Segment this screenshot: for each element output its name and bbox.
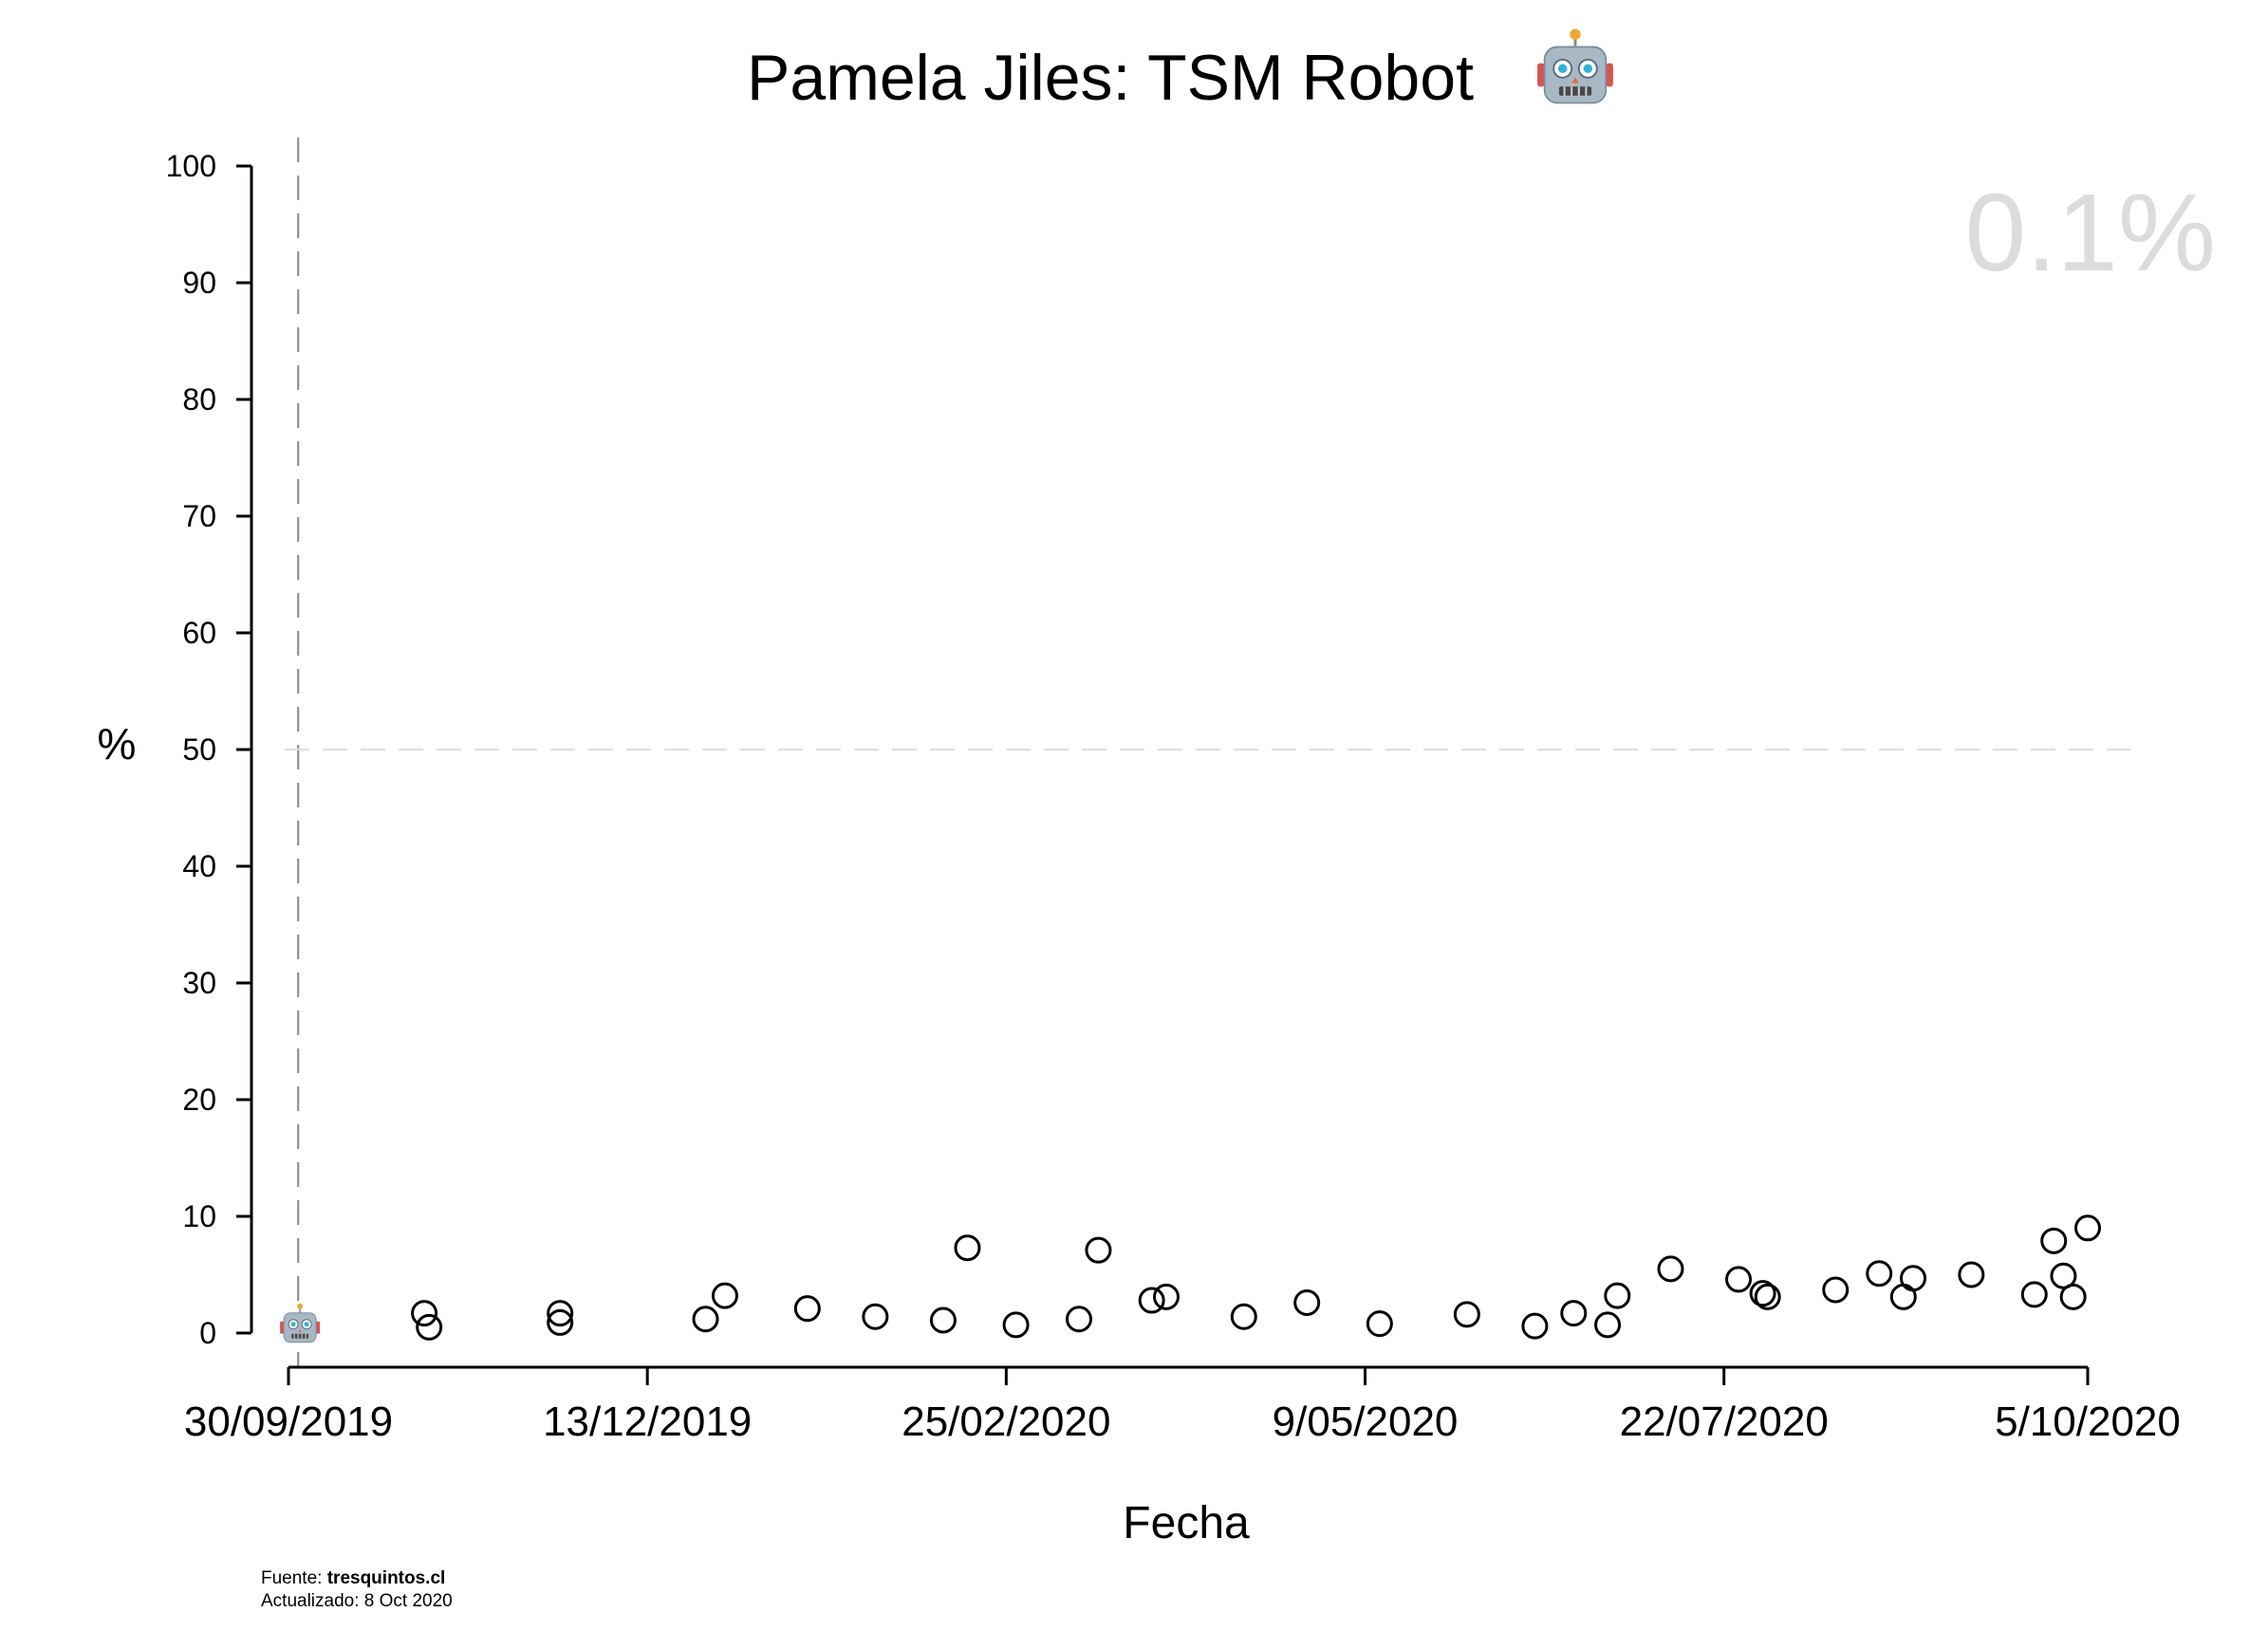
source-prefix: Fuente: <box>261 1568 327 1588</box>
reference-lines <box>285 138 2130 1366</box>
data-point <box>1293 1289 1321 1317</box>
data-point <box>793 1295 821 1323</box>
y-tick-label: 90 <box>182 266 216 300</box>
updated-line: Actualizado: 8 Oct 2020 <box>261 1591 453 1611</box>
data-point <box>1657 1255 1684 1283</box>
data-point <box>1749 1280 1776 1307</box>
data-point <box>1085 1236 1112 1264</box>
chart-title-text: Pamela Jiles: TSM Robot <box>747 42 1474 114</box>
chart-title: Pamela Jiles: TSM Robot <box>747 28 1613 114</box>
y-tick-label: 100 <box>166 149 216 183</box>
data-point <box>547 1308 574 1336</box>
robot-face-icon <box>280 1303 321 1343</box>
data-point <box>954 1234 981 1262</box>
data-point <box>1138 1287 1165 1314</box>
data-point <box>411 1300 438 1327</box>
y-tick-label: 70 <box>182 499 216 533</box>
data-point <box>2059 1283 2087 1310</box>
data-point <box>1866 1260 1893 1288</box>
source-line: Fuente: tresquintos.cl <box>261 1567 453 1590</box>
data-point <box>2020 1281 2048 1308</box>
data-points <box>411 1214 2101 1341</box>
y-axis-label: % <box>98 719 137 769</box>
footer: Fuente: tresquintos.cl Actualizado: 8 Oc… <box>261 1567 453 1613</box>
y-axis: 0 10 20 30 40 50 60 70 80 90 100 <box>166 149 253 1350</box>
data-point <box>1002 1311 1030 1339</box>
y-tick-label: 0 <box>199 1316 216 1350</box>
data-point <box>1604 1282 1631 1309</box>
x-tick-label: 13/12/2019 <box>543 1399 752 1445</box>
source-name: tresquintos.cl <box>326 1568 446 1588</box>
x-axis-label: Fecha <box>1123 1498 1250 1548</box>
data-point <box>1560 1300 1588 1327</box>
data-point <box>547 1300 574 1327</box>
data-point <box>1754 1283 1781 1310</box>
y-tick-label: 60 <box>182 616 216 650</box>
x-tick-label: 30/09/2019 <box>184 1399 393 1445</box>
data-point <box>2050 1262 2077 1289</box>
x-tick-label: 25/02/2020 <box>902 1399 1110 1445</box>
x-tick-label: 22/07/2020 <box>1620 1399 1829 1445</box>
data-point <box>1900 1265 1927 1292</box>
robot-face-shape <box>280 1303 321 1343</box>
data-point <box>862 1303 889 1330</box>
x-axis: 30/09/2019 13/12/2019 25/02/2020 9/05/2020 2… <box>184 1365 2181 1445</box>
data-point <box>929 1306 957 1334</box>
data-point <box>2040 1227 2068 1254</box>
y-tick-label: 80 <box>182 382 216 417</box>
y-tick-label: 20 <box>182 1083 216 1117</box>
data-point <box>1725 1266 1753 1293</box>
y-tick-label: 40 <box>182 849 216 883</box>
data-point <box>711 1282 738 1309</box>
y-tick-label: 50 <box>182 732 216 767</box>
x-tick-label: 5/10/2020 <box>1995 1399 2181 1445</box>
data-point <box>1958 1261 1985 1288</box>
robot-face-shape <box>1537 28 1613 104</box>
y-tick-label: 30 <box>182 966 216 1000</box>
data-point <box>1066 1306 1093 1333</box>
data-point <box>1453 1301 1480 1328</box>
x-tick-label: 9/05/2020 <box>1273 1399 1459 1445</box>
data-point <box>1153 1283 1180 1310</box>
data-point <box>1366 1310 1393 1338</box>
data-point <box>1594 1311 1622 1339</box>
data-point <box>2074 1214 2101 1242</box>
robot-face-icon <box>1537 28 1613 104</box>
data-point <box>1822 1276 1850 1304</box>
latest-value-label: 0.1% <box>1965 171 2216 294</box>
data-point <box>692 1306 719 1333</box>
data-point <box>1521 1312 1549 1340</box>
data-point <box>416 1313 443 1341</box>
data-point <box>1230 1303 1257 1330</box>
y-tick-label: 10 <box>182 1199 216 1233</box>
